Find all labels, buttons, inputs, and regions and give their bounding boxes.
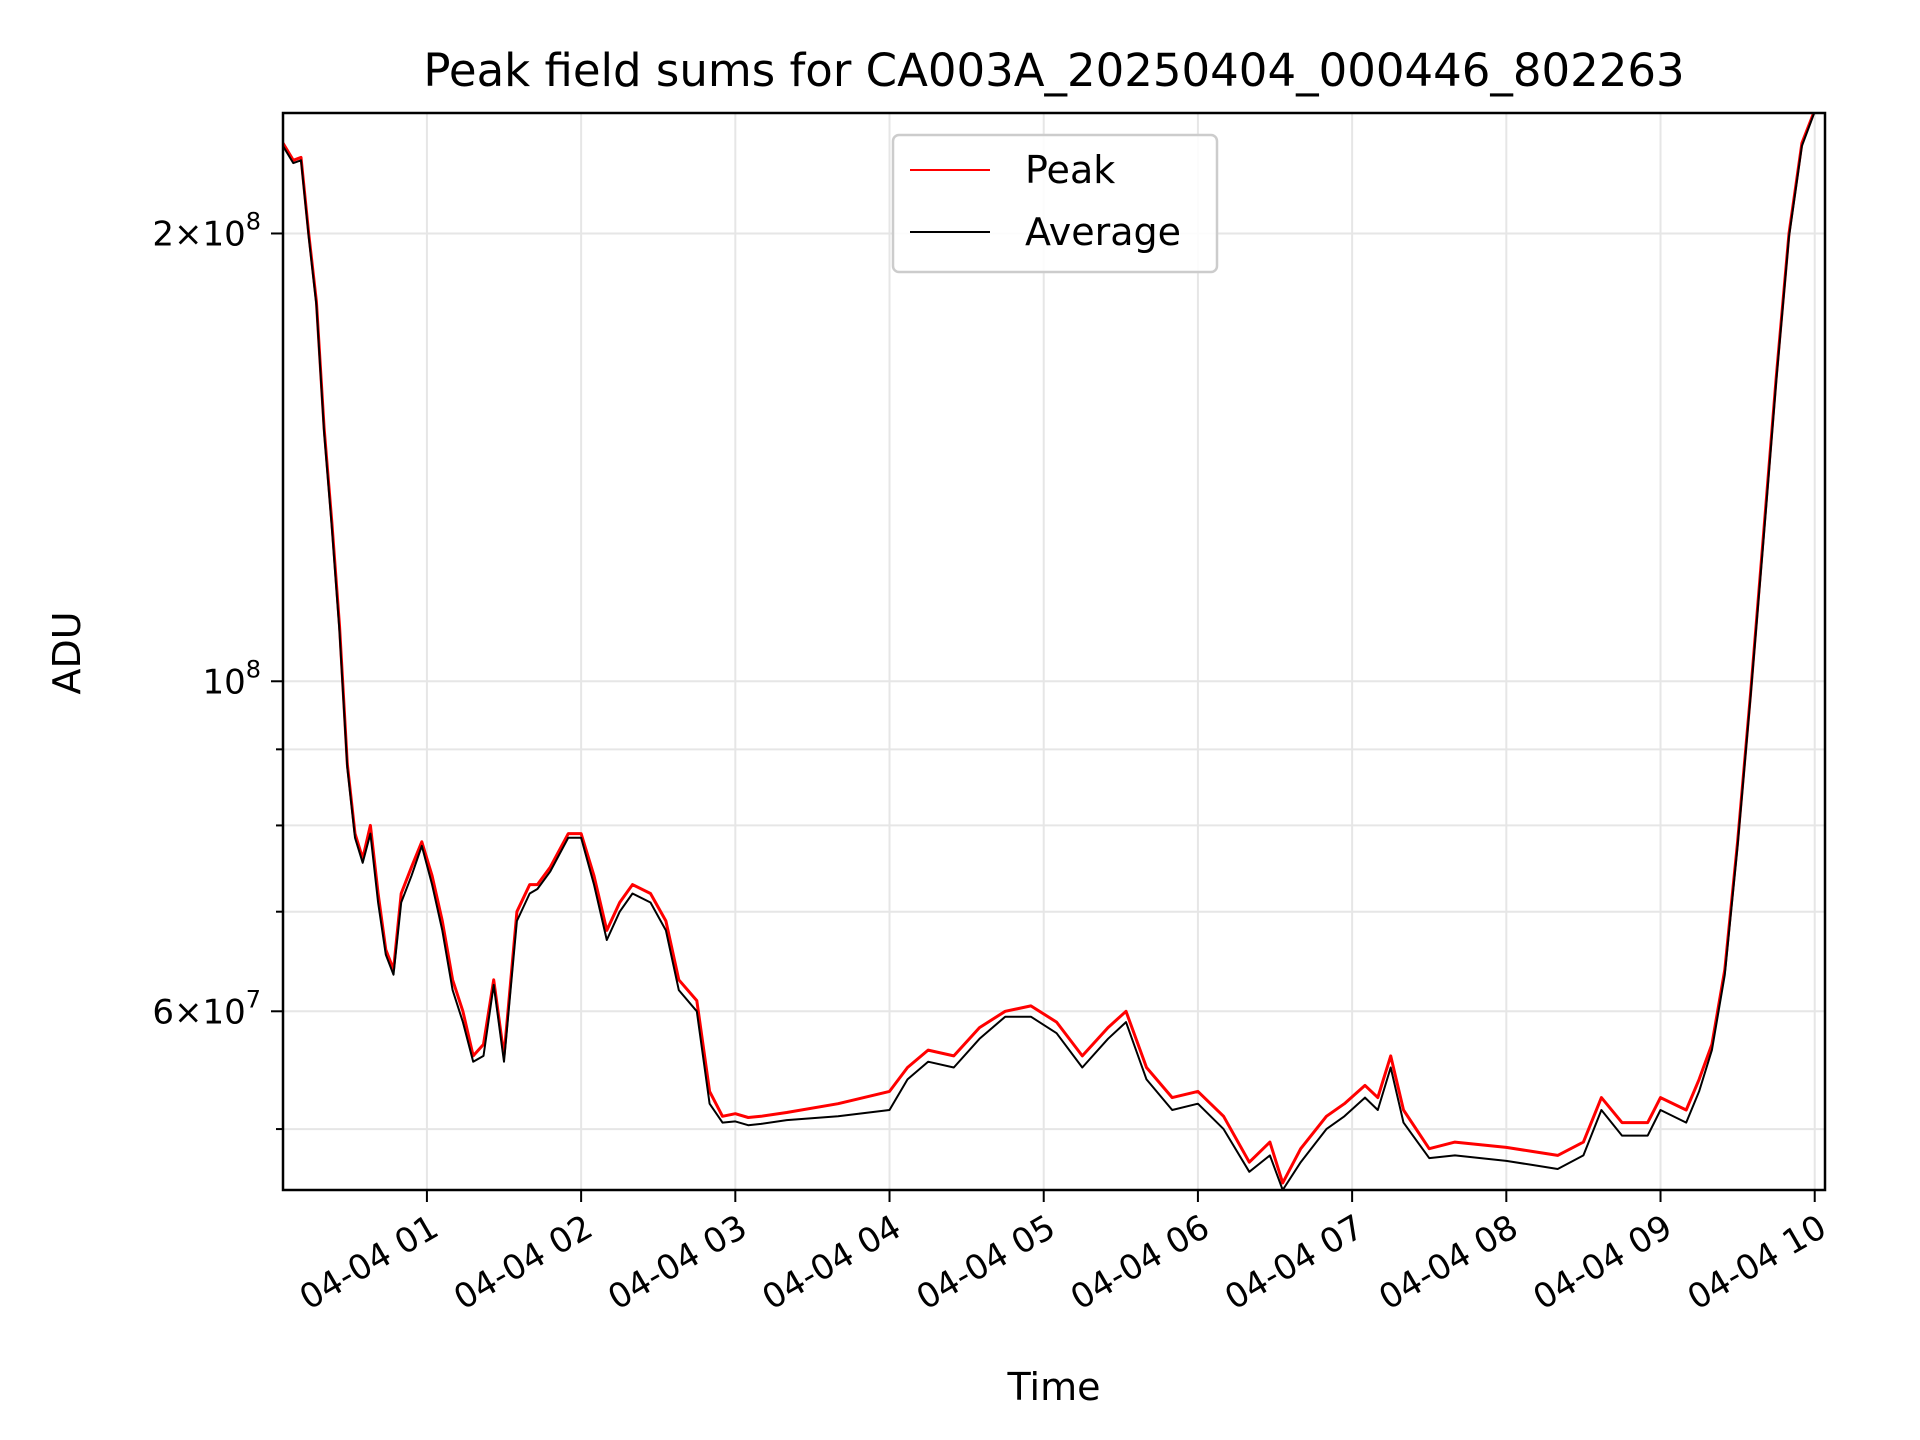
x-tick-label: 04-04 07: [1218, 1207, 1370, 1318]
y-axis-label: ADU: [45, 611, 89, 694]
x-tick-label: 04-04 10: [1681, 1207, 1833, 1318]
y-tick-label: 6×107: [152, 985, 261, 1032]
x-tick-label: 04-04 06: [1064, 1207, 1216, 1318]
x-tick-label: 04-04 09: [1527, 1207, 1679, 1318]
series-layer: [283, 113, 1816, 1190]
y-tick-exponent: 8: [246, 207, 261, 235]
x-tick-label: 04-04 05: [910, 1207, 1062, 1318]
x-tick-label: 04-04 03: [601, 1207, 753, 1318]
x-axis: 04-04 01 04-04 02 04-04 03 04-04 04 04-04 05…: [293, 1190, 1833, 1318]
x-tick-label: 04-04 02: [447, 1207, 599, 1318]
y-tick-label: 108: [202, 655, 261, 702]
chart-title: Peak field sums for CA003A_20250404_0004…: [423, 44, 1684, 97]
x-axis-label: Time: [1007, 1365, 1101, 1409]
y-tick-exponent: 7: [246, 985, 261, 1013]
series-line-peak: [283, 113, 1816, 1185]
y-tick-label: 2×108: [152, 207, 261, 254]
y-tick-base: 6×10: [152, 992, 245, 1032]
y-tick-base: 2×10: [152, 214, 245, 254]
x-tick-label: 04-04 08: [1372, 1207, 1524, 1318]
x-tick-label: 04-04 01: [293, 1207, 445, 1318]
series-line-average: [283, 113, 1816, 1190]
y-tick-base: 10: [202, 662, 245, 702]
x-tick-label: 04-04 04: [756, 1207, 908, 1318]
legend-label-peak: Peak: [1025, 148, 1115, 192]
plot-area: [283, 113, 1816, 1190]
y-tick-exponent: 8: [246, 655, 261, 683]
legend: Peak Average: [891, 133, 1219, 274]
plot-frame: [281, 111, 1827, 1192]
legend-label-average: Average: [1025, 210, 1181, 254]
grid: [283, 113, 1825, 1190]
